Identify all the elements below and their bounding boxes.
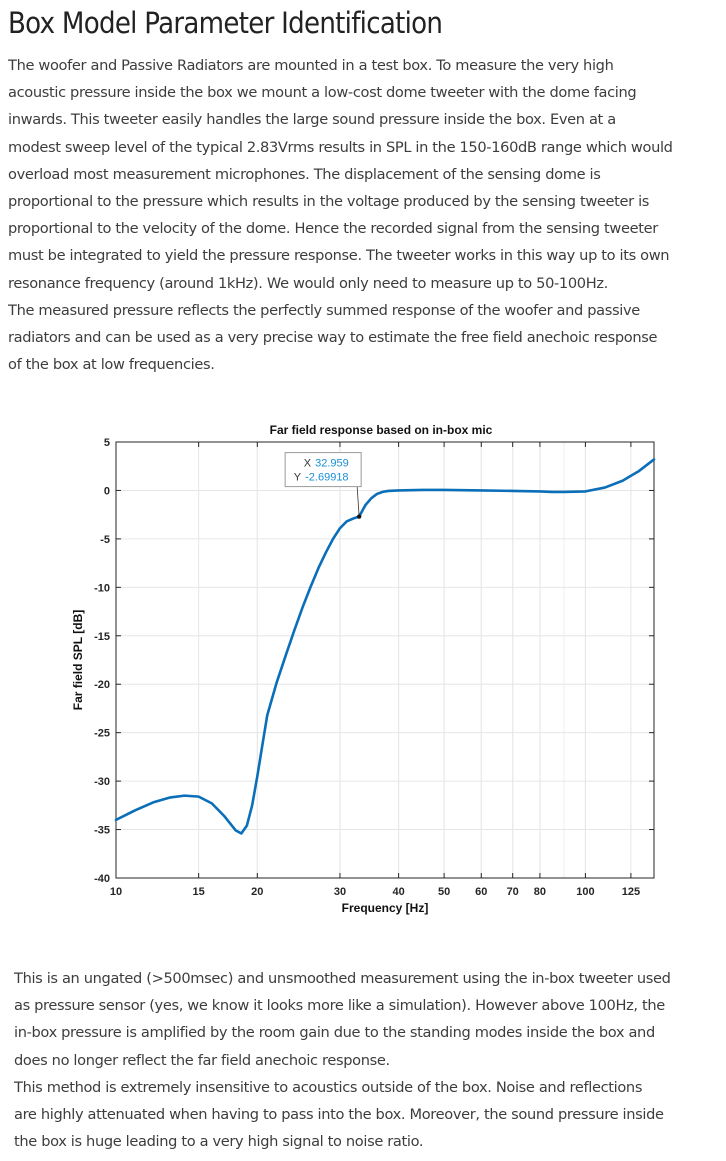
outro-paragraph: This is an ungated (>500msec) and unsmoo… [14, 965, 720, 1155]
x-tick-label: 100 [576, 886, 594, 898]
intro-line: modest sweep level of the typical 2.83Vr… [8, 138, 673, 156]
response-series-line [114, 458, 656, 835]
y-tick-label: -35 [94, 825, 110, 837]
datatip-x-value: 32.959 [315, 458, 349, 470]
x-tick-label: 20 [251, 886, 263, 898]
outro-line: This method is extremely insensitive to … [14, 1078, 643, 1096]
outro-line: the box is huge leading to a very high s… [14, 1133, 424, 1151]
axis-ticks: 10 15 20 30 40 50 60 70 80 100 12550-5-10-15-20-25… [94, 437, 654, 898]
intro-line: of the box at low frequencies. [8, 356, 215, 374]
intro-line: must be integrated to yield the pressure… [8, 247, 670, 265]
x-axis-label: Frequency [Hz] [342, 901, 429, 915]
y-tick-label: -10 [94, 582, 110, 594]
datatip-y-value: -2.69918 [305, 472, 348, 484]
outro-line: as pressure sensor (yes, we know it look… [14, 997, 665, 1015]
intro-line: The measured pressure reflects the perfe… [8, 301, 640, 319]
x-tick-label: 125 [622, 886, 640, 898]
intro-line: proportional to the pressure which resul… [8, 193, 650, 211]
intro-line: inwards. This tweeter easily handles the… [8, 111, 616, 129]
y-tick-label: 5 [104, 437, 110, 449]
x-tick-label: 70 [507, 886, 519, 898]
plot-frame [115, 441, 655, 879]
intro-line: overload most measurement microphones. T… [8, 165, 601, 183]
y-tick-label: -40 [94, 873, 110, 885]
datatip[interactable]: X 32.959 Y -2.69918 [284, 452, 362, 519]
intro-line: radiators and can be used as a very prec… [8, 329, 658, 347]
y-tick-label: -15 [94, 631, 110, 643]
series-layer [114, 458, 656, 835]
intro-line: acoustic pressure inside the box we moun… [8, 84, 637, 102]
intro-line: proportional to the velocity of the dome… [8, 220, 658, 238]
chart-title: Far field response based on in-box mic [270, 423, 493, 437]
datatip-box [284, 452, 362, 488]
y-tick-label: -5 [100, 534, 110, 546]
y-tick-label: 0 [104, 485, 110, 497]
x-tick-label: 80 [534, 886, 546, 898]
page-title: Box Model Parameter Identification [8, 6, 443, 40]
intro-line: resonance frequency (around 1kHz). We wo… [8, 274, 608, 292]
chart-figure: Far field response based on in-box mic 1… [62, 412, 662, 922]
x-tick-label: 40 [392, 886, 404, 898]
y-tick-label: -20 [94, 679, 110, 691]
datatip-leader [356, 486, 360, 517]
x-tick-label: 50 [438, 886, 450, 898]
outro-line: This is an ungated (>500msec) and unsmoo… [14, 970, 671, 987]
x-tick-label: 60 [475, 886, 487, 898]
y-tick-label: -25 [94, 728, 110, 740]
intro-paragraph: The woofer and Passive Radiators are mou… [8, 52, 720, 378]
outro-line: does no longer reflect the far field ane… [14, 1051, 390, 1069]
intro-line: The woofer and Passive Radiators are mou… [8, 57, 614, 74]
datatip-marker [356, 514, 362, 519]
x-tick-label: 15 [193, 886, 205, 898]
outro-line: are highly attenuated when having to pas… [14, 1106, 664, 1124]
datatip-x-label: X [304, 458, 312, 470]
x-tick-label: 10 [110, 886, 122, 898]
response-chart: Far field response based on in-box mic 1… [71, 423, 656, 915]
y-axis-label: Far field SPL [dB] [71, 610, 85, 710]
x-tick-label: 30 [334, 886, 346, 898]
grid [115, 441, 654, 879]
datatip-y-label: Y [294, 472, 302, 484]
y-tick-label: -30 [94, 776, 110, 788]
outro-line: in-box pressure is amplified by the room… [14, 1024, 655, 1042]
